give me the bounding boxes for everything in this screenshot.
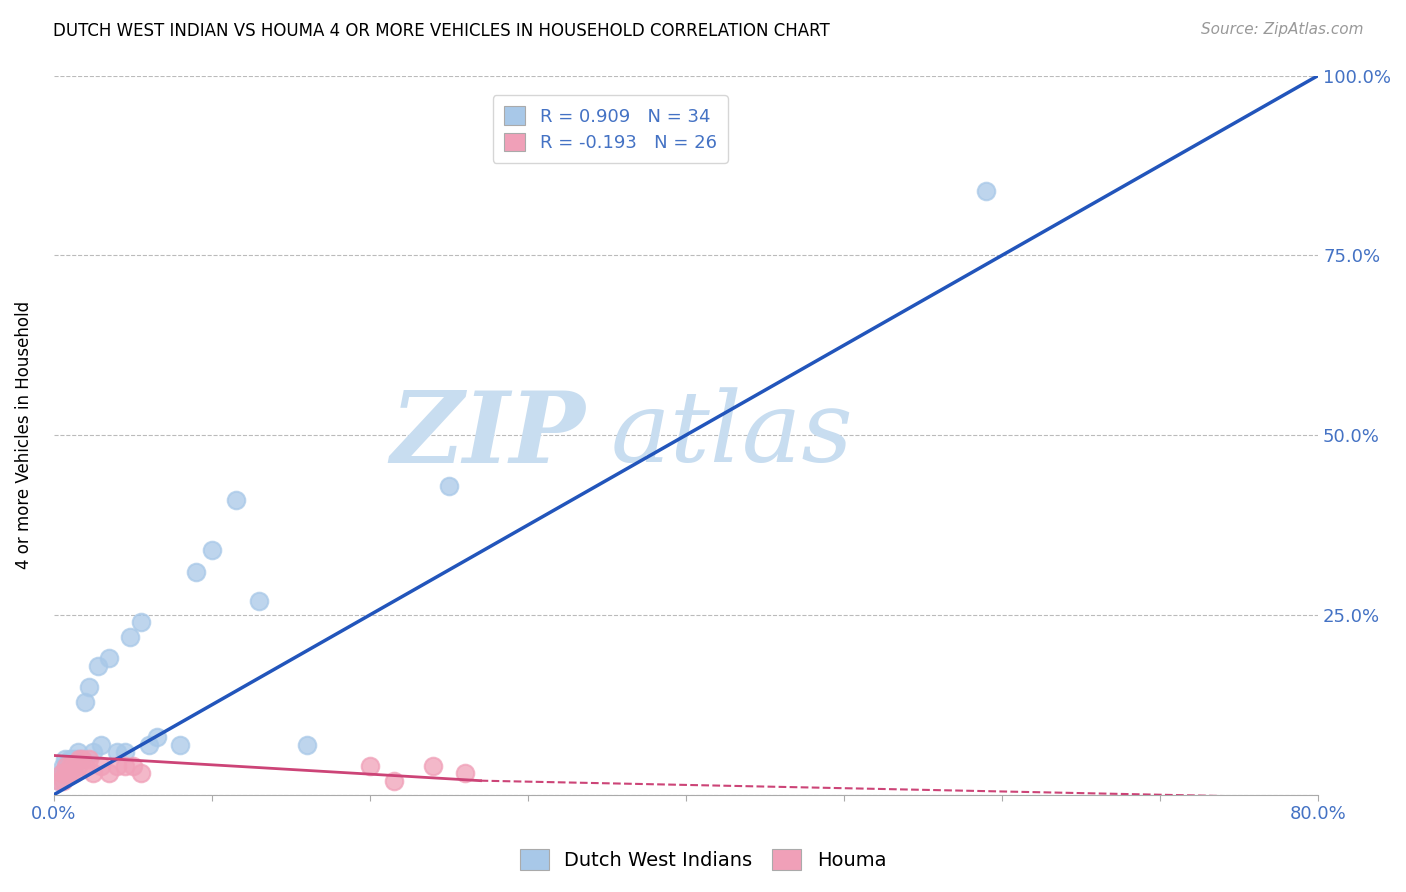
Point — [82, 766, 104, 780]
Text: atlas: atlas — [610, 388, 853, 483]
Point — [114, 745, 136, 759]
Point — [59, 759, 82, 773]
Point — [295, 738, 318, 752]
Point — [52, 773, 75, 788]
Point — [129, 615, 152, 630]
Point — [55, 759, 77, 773]
Point — [118, 630, 141, 644]
Point — [75, 759, 97, 773]
Point — [974, 184, 997, 198]
Point — [201, 543, 224, 558]
Point — [63, 759, 86, 773]
Point — [72, 752, 94, 766]
Point — [63, 766, 86, 780]
Point — [48, 773, 70, 788]
Point — [454, 766, 477, 780]
Point — [105, 759, 128, 773]
Point — [87, 658, 110, 673]
Text: DUTCH WEST INDIAN VS HOUMA 4 OR MORE VEHICLES IN HOUSEHOLD CORRELATION CHART: DUTCH WEST INDIAN VS HOUMA 4 OR MORE VEH… — [53, 22, 830, 40]
Point — [90, 759, 112, 773]
Point — [59, 752, 82, 766]
Point — [75, 694, 97, 708]
Point — [62, 752, 84, 766]
Point — [90, 738, 112, 752]
Point — [129, 766, 152, 780]
Point — [184, 565, 207, 579]
Text: Source: ZipAtlas.com: Source: ZipAtlas.com — [1201, 22, 1364, 37]
Point — [66, 759, 89, 773]
Point — [98, 766, 121, 780]
Point — [382, 773, 405, 788]
Point — [437, 478, 460, 492]
Point — [56, 766, 79, 780]
Point — [65, 752, 87, 766]
Point — [169, 738, 191, 752]
Point — [53, 766, 76, 780]
Point — [53, 752, 76, 766]
Point — [56, 766, 79, 780]
Point — [66, 745, 89, 759]
Point — [67, 752, 90, 766]
Legend: Dutch West Indians, Houma: Dutch West Indians, Houma — [512, 841, 894, 878]
Point — [77, 680, 100, 694]
Legend: R = 0.909   N = 34, R = -0.193   N = 26: R = 0.909 N = 34, R = -0.193 N = 26 — [492, 95, 727, 163]
Point — [121, 759, 143, 773]
Point — [48, 773, 70, 788]
Point — [138, 738, 160, 752]
Text: ZIP: ZIP — [389, 387, 585, 483]
Point — [62, 759, 84, 773]
Point — [247, 594, 270, 608]
Point — [422, 759, 444, 773]
Point — [114, 759, 136, 773]
Point — [72, 752, 94, 766]
Point — [51, 766, 73, 780]
Point — [105, 745, 128, 759]
Point — [60, 766, 83, 780]
Point — [60, 759, 83, 773]
Point — [98, 651, 121, 665]
Point — [52, 759, 75, 773]
Point — [51, 766, 73, 780]
Point — [67, 752, 90, 766]
Point — [82, 745, 104, 759]
Point — [55, 759, 77, 773]
Point — [225, 493, 247, 508]
Point — [359, 759, 381, 773]
Y-axis label: 4 or more Vehicles in Household: 4 or more Vehicles in Household — [15, 301, 32, 569]
Point — [77, 752, 100, 766]
Point — [145, 731, 167, 745]
